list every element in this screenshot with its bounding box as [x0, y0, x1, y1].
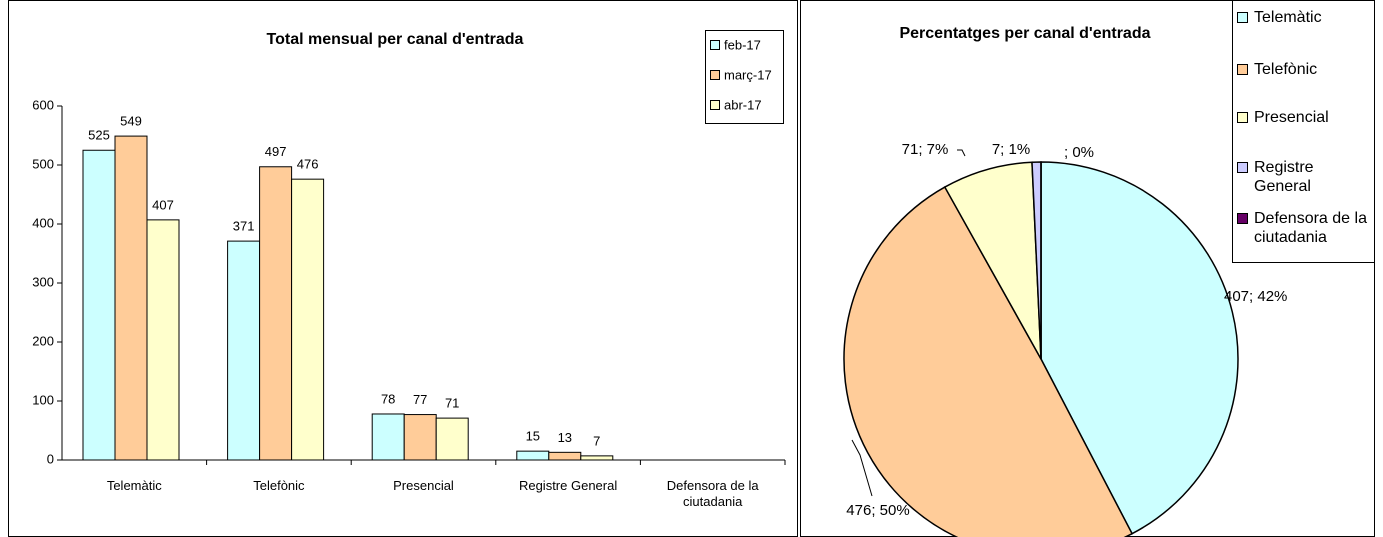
y-tick-label: 600: [32, 97, 54, 112]
x-tick-label: Registre General: [518, 478, 618, 493]
data-label: 78: [381, 391, 395, 406]
legend-label-box: Defensora de la ciutadania: [1254, 210, 1367, 247]
legend-label-box: Registre General: [1254, 159, 1314, 196]
bar: [371, 413, 405, 461]
bar: [82, 149, 116, 461]
bar: [403, 414, 437, 461]
legend-label-box: Presencial: [1254, 109, 1329, 126]
legend-swatch: [1237, 12, 1248, 23]
x-tick-label: Defensora de la ciutadania: [666, 478, 759, 509]
chart-title-box: Total mensual per canal d'entrada: [266, 31, 524, 48]
y-tick-label: 100: [32, 392, 54, 407]
chart-title-box: Percentatges per canal d'entrada: [899, 25, 1151, 42]
legend-swatch: [1237, 162, 1248, 173]
legend-swatch: [1237, 112, 1248, 123]
legend-label: Defensora de la ciutadania: [1254, 210, 1367, 247]
data-label: 407; 42%: [1224, 288, 1287, 305]
x-tick-label-box: Presencial: [393, 478, 454, 493]
legend-label: feb-17: [724, 37, 761, 52]
x-tick-label-box: Defensora de la ciutadania: [666, 478, 759, 509]
legend-swatch: [1237, 64, 1248, 75]
legend-label: març-17: [724, 67, 772, 82]
x-tick-label: Telemàtic: [106, 478, 162, 493]
legend-swatch: [710, 100, 720, 110]
legend-label: Telemàtic: [1254, 9, 1322, 26]
chart-title: Percentatges per canal d'entrada: [899, 25, 1151, 42]
legend-swatch: [710, 40, 720, 50]
bar: [516, 450, 550, 461]
pie-slice: [843, 186, 1134, 537]
legend-swatch: [1237, 213, 1248, 224]
x-tick-label: Telefònic: [253, 478, 305, 493]
data-label: 407: [152, 197, 174, 212]
data-label: 476; 50%: [846, 502, 909, 519]
legend: [1232, 0, 1375, 263]
data-label: 549: [120, 114, 142, 129]
y-tick-label: 500: [32, 156, 54, 171]
chart-title: Total mensual per canal d'entrada: [266, 31, 524, 48]
x-tick-label-box: Registre General: [518, 478, 618, 493]
data-label: 371: [233, 219, 255, 234]
leader-line: [851, 439, 873, 497]
y-tick-label: 0: [47, 451, 54, 466]
y-tick-label: 200: [32, 333, 54, 348]
legend-label: Registre General: [1254, 159, 1314, 196]
legend-swatch: [710, 70, 720, 80]
legend-label-box: Telefònic: [1254, 61, 1318, 78]
bar: [548, 451, 582, 461]
data-label: 13: [558, 430, 572, 445]
data-label: 7: [593, 433, 600, 448]
data-label: ; 0%: [1064, 144, 1094, 161]
data-label: 71: [445, 396, 459, 411]
legend-label: Telefònic: [1254, 61, 1318, 78]
legend-label: abr-17: [724, 97, 762, 112]
y-tick-label: 300: [32, 274, 54, 289]
data-label: 7; 1%: [992, 141, 1030, 158]
data-label: 497: [265, 144, 287, 159]
bar: [580, 455, 614, 461]
data-label: 15: [526, 429, 540, 444]
bar: [435, 417, 469, 461]
x-tick-label-box: Telemàtic: [106, 478, 162, 493]
bar: [291, 178, 325, 461]
data-label: 476: [297, 157, 319, 172]
bar: [227, 240, 261, 461]
data-label: 71; 7%: [902, 141, 949, 158]
bar: [114, 135, 148, 461]
legend-label-box: Telemàtic: [1254, 9, 1322, 26]
leader-line: [957, 149, 966, 157]
data-label: 77: [413, 392, 427, 407]
y-tick-label: 400: [32, 215, 54, 230]
pie-slice: [1040, 161, 1239, 535]
bar: [259, 166, 293, 461]
bar: [146, 219, 180, 461]
legend-label: Presencial: [1254, 109, 1329, 126]
x-tick-label: Presencial: [393, 478, 454, 493]
data-label: 525: [88, 128, 110, 143]
x-tick-label-box: Telefònic: [253, 478, 305, 493]
